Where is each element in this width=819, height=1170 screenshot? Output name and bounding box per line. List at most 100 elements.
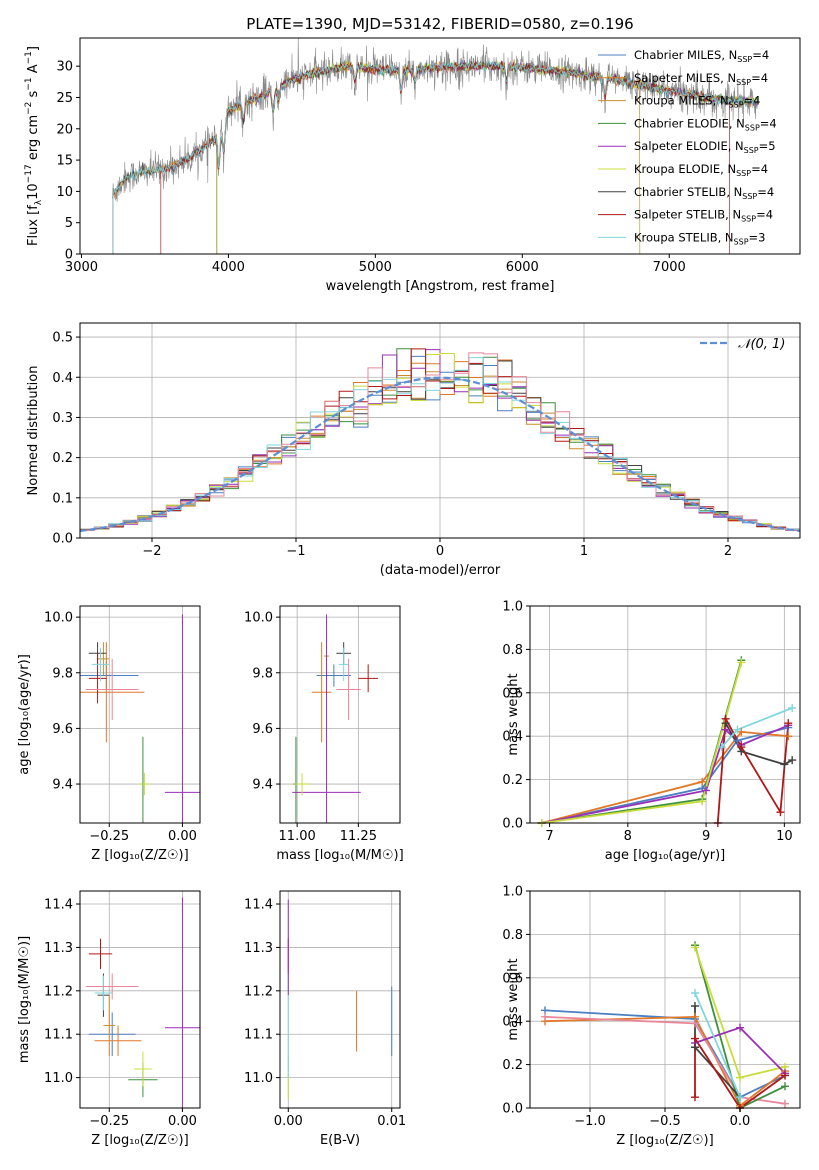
legend-label: Kroupa MILES, NSSP=4 [634, 94, 760, 110]
legend-label-count: =4 [752, 48, 769, 62]
plus-marker [781, 1099, 789, 1108]
y-axis-label: age [log₁₀(age/yr)] [17, 654, 32, 775]
x-tick-label: 0.00 [168, 1114, 197, 1129]
x-axis-label: wavelength [Angstrom, rest frame] [326, 279, 555, 294]
legend-label-sub: SSP [744, 146, 759, 155]
axes-frame [279, 605, 401, 824]
y-tick-label: 10.0 [244, 611, 273, 626]
legend-label-name: Kroupa STELIB, N [634, 230, 734, 244]
y-tick-label: 11.2 [244, 984, 273, 999]
y-tick-label: 11.3 [44, 941, 73, 956]
legend-label-count: =4 [751, 71, 768, 85]
legend-label: Chabrier MILES, NSSP=4 [634, 48, 769, 64]
y-tick-label: 9.6 [52, 722, 73, 737]
axes-frame [529, 605, 801, 824]
weight-line [694, 945, 786, 1108]
plus-marker [717, 743, 726, 752]
y-tick-label: 11.3 [244, 941, 273, 956]
x-tick-label: −1 [286, 544, 305, 559]
y-tick-label: 0.8 [502, 928, 523, 943]
legend-label-count: =4 [757, 185, 774, 199]
x-tick-label: 8 [624, 829, 632, 844]
x-tick-label: 1 [580, 544, 588, 559]
plus-marker [691, 1093, 699, 1102]
y-tick-label: 0 [65, 248, 73, 263]
y-label-part: Flux [f [26, 205, 41, 246]
y-tick-label: 0.4 [502, 1015, 523, 1030]
legend-label-sub: SSP [745, 123, 760, 132]
plus-marker [733, 736, 742, 745]
weight-line [541, 726, 789, 823]
x-tick-label: 10 [776, 829, 793, 844]
y-tick-label: 0.2 [52, 451, 73, 466]
model-spectrum-line [160, 61, 730, 254]
y-tick-label: 11.2 [44, 984, 73, 999]
y-tick-label: 0.5 [52, 331, 73, 346]
y-tick-label: 0.6 [502, 686, 523, 701]
weight-line [724, 722, 793, 766]
y-tick-label: 1.0 [502, 885, 523, 900]
weight-line [541, 730, 789, 823]
plus-marker [736, 1093, 744, 1102]
y-tick-label: 11.4 [244, 898, 273, 913]
y-axis-label: Flux [fλ10−17 erg cm−2 s−1 A−1] [24, 46, 44, 246]
legend-label-count: =4 [760, 116, 777, 130]
y-tick-label: 20 [56, 122, 73, 137]
plus-marker [784, 719, 793, 728]
plot-area [112, 38, 758, 254]
plus-marker [781, 1071, 789, 1080]
plus-marker [698, 797, 707, 806]
plus-marker [780, 760, 789, 769]
legend-label: 𝒩(0, 1) [738, 337, 785, 352]
x-tick-label: 11.00 [279, 829, 316, 844]
plus-marker [776, 808, 785, 817]
plus-marker [691, 1002, 699, 1011]
x-axis-label: Z [log₁₀(Z/Z☉)] [91, 848, 188, 863]
weight-vs-metallicity-panel: −1.0 −0.5 0.0 0.0 0.2 0.4 0.6 0.8 1.0 Z [log₁₀(Z/… [502, 885, 801, 1148]
plus-marker [784, 732, 793, 741]
weight-line [544, 1016, 786, 1105]
legend: Chabrier MILES, NSSP=4 Salpeter MILES, NS… [598, 48, 777, 246]
x-tick-label: −0.25 [89, 1114, 129, 1129]
x-tick-label: 7 [545, 829, 553, 844]
plus-marker [788, 703, 797, 712]
x-tick-label: 0.00 [274, 1114, 303, 1129]
x-tick-label: −0.25 [89, 829, 129, 844]
y-axis-label: mass [log₁₀(M/M☉)] [17, 936, 32, 1063]
y-label-part: erg cm [26, 115, 41, 164]
residual-histogram [80, 349, 800, 531]
plot-area [292, 614, 378, 823]
normal-curve [80, 376, 800, 533]
y-tick-label: 0.1 [52, 491, 73, 506]
legend-label: Salpeter ELODIE, NSSP=5 [634, 139, 776, 155]
legend-label-name: Salpeter STELIB, N [634, 208, 741, 222]
y-tick-label: 0.0 [502, 1102, 523, 1117]
x-tick-label: 9 [702, 829, 710, 844]
y-tick-label: 9.8 [252, 666, 273, 681]
x-axis-label: mass [log₁₀(M/M☉)] [276, 848, 403, 863]
y-tick-label: 0.0 [52, 532, 73, 547]
y-tick-label: 10 [56, 185, 73, 200]
y-tick-label: 9.8 [52, 666, 73, 681]
legend-label-sub: SSP [737, 55, 752, 64]
y-tick-label: 5 [65, 216, 73, 231]
x-tick-label: −2 [142, 544, 161, 559]
legend-label-name: Kroupa ELODIE, N [634, 162, 736, 176]
legend-label-name: Salpeter ELODIE, N [634, 139, 744, 153]
y-label-part: −2 [24, 102, 34, 115]
legend-label-name: Chabrier ELODIE, N [634, 116, 745, 130]
y-tick-label: 0.4 [502, 730, 523, 745]
plus-marker [737, 743, 746, 752]
weight-line [694, 992, 741, 1098]
plus-marker [736, 1023, 744, 1032]
x-axis-label: E(B-V) [320, 1133, 360, 1148]
age-vs-mass-panel: 11.00 11.25 9.4 9.6 9.8 10.0 mass [log₁₀(M/M☉)… [244, 605, 404, 863]
y-tick-label: 0.2 [502, 773, 523, 788]
legend-label-sub: SSP [729, 101, 744, 110]
x-axis-label: (data-model)/error [380, 563, 501, 578]
legend-label: Salpeter MILES, NSSP=4 [634, 71, 768, 87]
y-tick-label: 9.4 [52, 778, 73, 793]
legend-label-sub: SSP [736, 169, 751, 178]
x-tick-label: −0.5 [649, 1114, 681, 1129]
